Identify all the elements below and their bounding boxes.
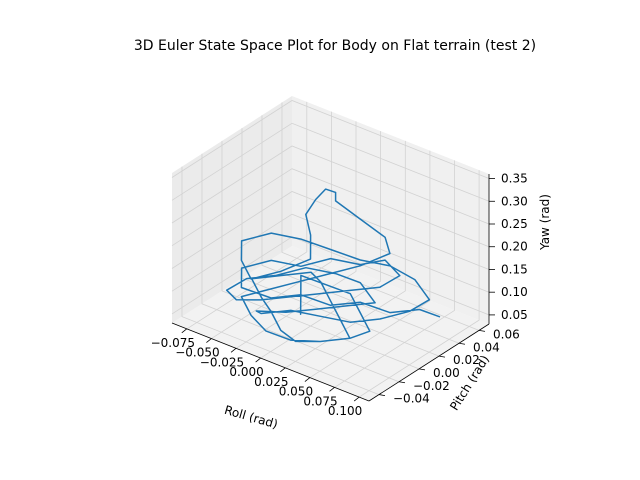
z-tick-label: 0.25 (501, 217, 528, 231)
floor-pane (172, 246, 489, 401)
y-tick-mark (418, 368, 426, 371)
z-axis-label: Yaw (rad) (538, 194, 552, 251)
z-tick-label: 0.20 (501, 240, 528, 254)
y-tick-mark (398, 381, 406, 384)
x-tick-mark (353, 396, 360, 402)
y-tick-mark (458, 342, 466, 345)
z-tick-label: 0.35 (501, 172, 528, 186)
x-tick-label: −0.025 (200, 355, 244, 369)
x-tick-label: 0.050 (279, 385, 313, 399)
y-tick-mark (438, 355, 446, 358)
x-tick-label: 0.075 (303, 394, 337, 408)
y-tick-label: 0.04 (473, 340, 500, 354)
x-tick-mark (329, 387, 335, 392)
y-tick-label: 0.00 (433, 366, 460, 380)
x-tick-label: −0.050 (175, 346, 219, 360)
z-grid-line (171, 168, 490, 248)
z-tick-label: 0.30 (501, 194, 528, 208)
x-tick-label: 0.025 (254, 375, 288, 389)
y-tick-label: −0.02 (413, 379, 450, 393)
z-tick-label: 0.10 (501, 285, 528, 299)
x-tick-mark (280, 367, 286, 373)
series-layer (225, 188, 441, 343)
z-tick-label: 0.15 (501, 263, 528, 277)
z-grid-line (171, 191, 490, 270)
z-grid-line (171, 100, 490, 179)
z-tick-label: 0.05 (501, 308, 528, 322)
back-wall-pane (292, 96, 489, 324)
y-axis-line (368, 323, 490, 402)
axis-edges (171, 174, 490, 402)
z-axis-ticks: 0.05 0.10 0.15 0.20 0.25 0.30 0.35 (489, 172, 528, 322)
z-grid-line (171, 213, 490, 293)
y-tick-mark (478, 330, 486, 332)
y-tick-label: 0.02 (453, 353, 480, 367)
x-tick-mark (230, 348, 237, 353)
x-tick-mark (206, 338, 212, 343)
x-tick-label: 0.000 (229, 365, 263, 379)
y-axis-ticks: −0.04−0.020.000.020.040.06 (378, 327, 520, 406)
y-tick-label: −0.04 (393, 392, 430, 406)
y-tick-label: 0.06 (493, 327, 520, 341)
x-tick-mark (181, 328, 188, 334)
x-tick-mark (255, 357, 261, 363)
series-line-0 (225, 188, 441, 343)
x-tick-mark (304, 377, 311, 382)
x-axis-line (171, 322, 370, 402)
y-tick-mark (378, 394, 386, 396)
x-tick-label: −0.075 (151, 336, 195, 350)
z-grid-line (171, 145, 490, 225)
x-axis-label: Roll (rad) (223, 403, 280, 432)
x-axis-ticks: −0.075−0.050−0.0250.0000.0250.0500.0750.… (151, 328, 362, 418)
chart-title: 3D Euler State Space Plot for Body on Fl… (134, 38, 536, 54)
x-tick-label: 0.100 (328, 404, 362, 418)
z-grid-line (171, 122, 490, 202)
